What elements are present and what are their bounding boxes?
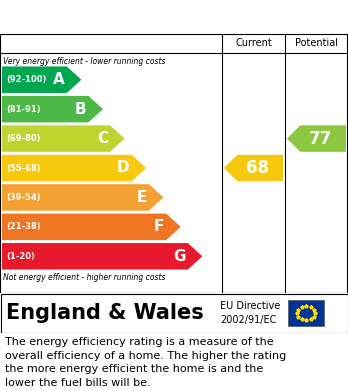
Polygon shape xyxy=(2,213,181,240)
Text: D: D xyxy=(117,160,129,176)
Text: Current: Current xyxy=(235,38,272,48)
Polygon shape xyxy=(287,126,346,152)
Text: (21-38): (21-38) xyxy=(6,222,41,231)
Text: Not energy efficient - higher running costs: Not energy efficient - higher running co… xyxy=(3,273,166,282)
Text: (81-91): (81-91) xyxy=(6,105,41,114)
Text: (55-68): (55-68) xyxy=(6,163,41,172)
Text: (92-100): (92-100) xyxy=(6,75,46,84)
Bar xyxy=(288,300,324,326)
Polygon shape xyxy=(2,184,164,211)
Text: C: C xyxy=(97,131,108,146)
Polygon shape xyxy=(2,155,146,181)
Text: A: A xyxy=(53,72,65,87)
Text: Potential: Potential xyxy=(295,38,338,48)
Text: E: E xyxy=(136,190,147,205)
Polygon shape xyxy=(2,66,81,93)
Text: Energy Efficiency Rating: Energy Efficiency Rating xyxy=(5,9,215,24)
Text: Very energy efficient - lower running costs: Very energy efficient - lower running co… xyxy=(3,57,166,66)
Text: F: F xyxy=(154,219,164,234)
Polygon shape xyxy=(2,243,202,269)
Text: (39-54): (39-54) xyxy=(6,193,41,202)
Text: G: G xyxy=(173,249,186,264)
Text: (69-80): (69-80) xyxy=(6,134,40,143)
Polygon shape xyxy=(2,96,103,122)
Text: England & Wales: England & Wales xyxy=(6,303,204,323)
Polygon shape xyxy=(224,155,283,181)
Text: The energy efficiency rating is a measure of the
overall efficiency of a home. T: The energy efficiency rating is a measur… xyxy=(5,337,286,388)
Text: 77: 77 xyxy=(309,129,332,147)
Text: (1-20): (1-20) xyxy=(6,252,35,261)
Polygon shape xyxy=(2,126,125,152)
Text: B: B xyxy=(75,102,86,117)
Text: 68: 68 xyxy=(246,159,269,177)
Text: EU Directive
2002/91/EC: EU Directive 2002/91/EC xyxy=(220,301,280,325)
